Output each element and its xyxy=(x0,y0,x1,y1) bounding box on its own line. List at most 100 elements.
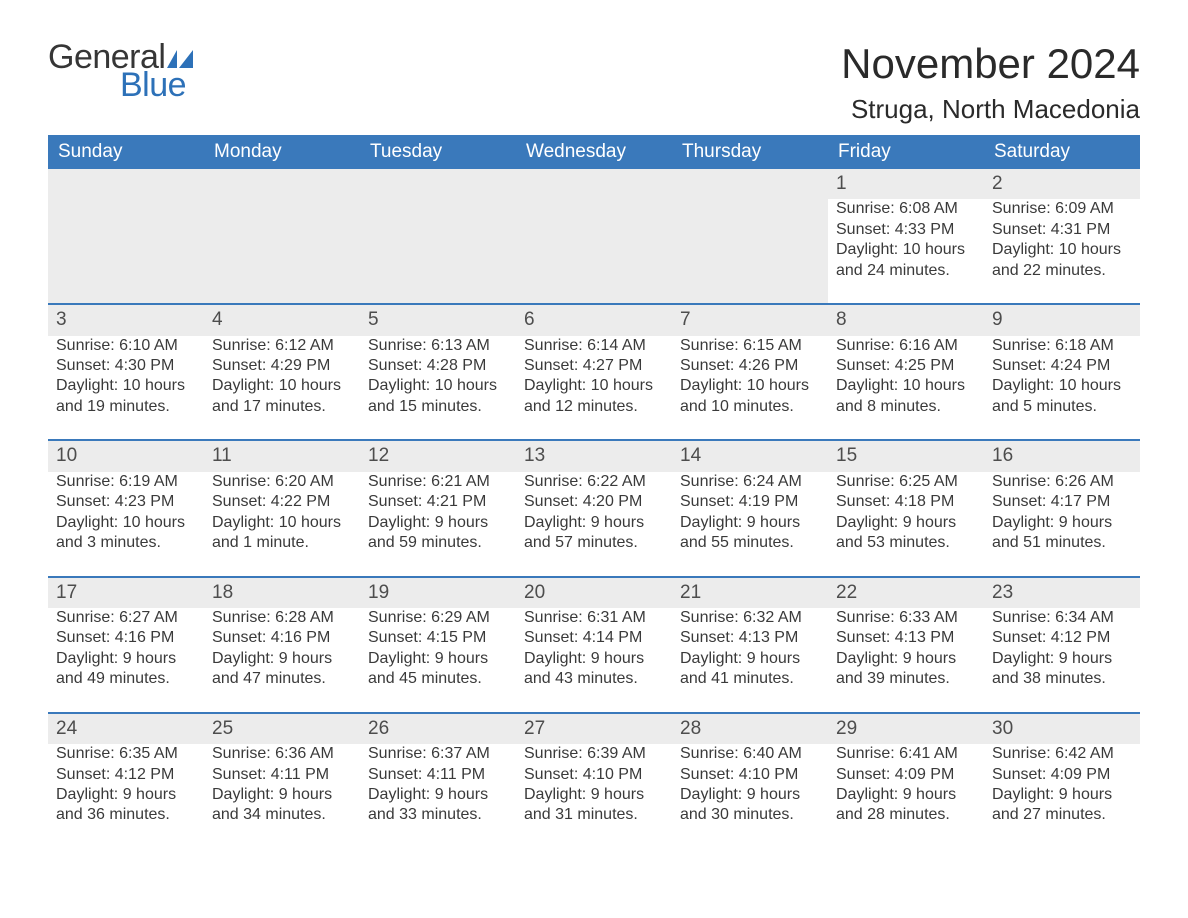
daylight-text-2: and 59 minutes. xyxy=(368,533,508,553)
sunset-text: Sunset: 4:12 PM xyxy=(992,628,1132,648)
daylight-text-2: and 17 minutes. xyxy=(212,397,352,417)
daylight-text-1: Daylight: 9 hours xyxy=(836,649,976,669)
sail-icon xyxy=(167,50,177,68)
day-number-row: 12 xyxy=(48,169,1140,199)
day-cell: Sunrise: 6:24 AMSunset: 4:19 PMDaylight:… xyxy=(672,472,828,577)
weekday-header: Sunday xyxy=(48,135,204,169)
day-number: 13 xyxy=(516,440,672,471)
daylight-text-1: Daylight: 9 hours xyxy=(212,785,352,805)
day-cell: Sunrise: 6:41 AMSunset: 4:09 PMDaylight:… xyxy=(828,744,984,848)
empty-cell xyxy=(360,199,516,304)
day-number: 2 xyxy=(984,169,1140,199)
day-number: 21 xyxy=(672,577,828,608)
sunrise-text: Sunrise: 6:24 AM xyxy=(680,472,820,492)
daylight-text-2: and 49 minutes. xyxy=(56,669,196,689)
sunset-text: Sunset: 4:21 PM xyxy=(368,492,508,512)
sunset-text: Sunset: 4:23 PM xyxy=(56,492,196,512)
title-block: November 2024 Struga, North Macedonia xyxy=(841,40,1140,125)
daylight-text-1: Daylight: 9 hours xyxy=(680,649,820,669)
daylight-text-2: and 3 minutes. xyxy=(56,533,196,553)
day-number: 25 xyxy=(204,713,360,744)
daylight-text-2: and 24 minutes. xyxy=(836,261,976,281)
daylight-text-1: Daylight: 9 hours xyxy=(992,785,1132,805)
daylight-text-1: Daylight: 9 hours xyxy=(524,513,664,533)
day-cell: Sunrise: 6:16 AMSunset: 4:25 PMDaylight:… xyxy=(828,336,984,441)
day-body-row: Sunrise: 6:35 AMSunset: 4:12 PMDaylight:… xyxy=(48,744,1140,848)
sunset-text: Sunset: 4:09 PM xyxy=(836,765,976,785)
daylight-text-1: Daylight: 10 hours xyxy=(836,240,976,260)
day-number: 20 xyxy=(516,577,672,608)
daylight-text-1: Daylight: 10 hours xyxy=(680,376,820,396)
daylight-text-2: and 19 minutes. xyxy=(56,397,196,417)
daylight-text-1: Daylight: 9 hours xyxy=(56,649,196,669)
day-cell: Sunrise: 6:34 AMSunset: 4:12 PMDaylight:… xyxy=(984,608,1140,713)
daylight-text-1: Daylight: 9 hours xyxy=(992,649,1132,669)
daylight-text-2: and 39 minutes. xyxy=(836,669,976,689)
day-number: 16 xyxy=(984,440,1140,471)
day-number-row: 24252627282930 xyxy=(48,713,1140,744)
sunset-text: Sunset: 4:11 PM xyxy=(368,765,508,785)
sunset-text: Sunset: 4:19 PM xyxy=(680,492,820,512)
day-number: 24 xyxy=(48,713,204,744)
daylight-text-2: and 36 minutes. xyxy=(56,805,196,825)
daylight-text-2: and 30 minutes. xyxy=(680,805,820,825)
sunrise-text: Sunrise: 6:40 AM xyxy=(680,744,820,764)
daylight-text-2: and 53 minutes. xyxy=(836,533,976,553)
brand-logo: General Blue xyxy=(48,40,186,102)
day-number: 8 xyxy=(828,304,984,335)
daylight-text-2: and 5 minutes. xyxy=(992,397,1132,417)
sunrise-text: Sunrise: 6:15 AM xyxy=(680,336,820,356)
day-number-row: 3456789 xyxy=(48,304,1140,335)
sunset-text: Sunset: 4:13 PM xyxy=(836,628,976,648)
header: General Blue November 2024 Struga, North… xyxy=(48,40,1140,125)
empty-cell xyxy=(516,169,672,199)
sunrise-text: Sunrise: 6:13 AM xyxy=(368,336,508,356)
day-cell: Sunrise: 6:28 AMSunset: 4:16 PMDaylight:… xyxy=(204,608,360,713)
weekday-header: Tuesday xyxy=(360,135,516,169)
daylight-text-2: and 8 minutes. xyxy=(836,397,976,417)
day-number: 14 xyxy=(672,440,828,471)
sunrise-text: Sunrise: 6:10 AM xyxy=(56,336,196,356)
sunset-text: Sunset: 4:16 PM xyxy=(56,628,196,648)
empty-cell xyxy=(204,169,360,199)
daylight-text-1: Daylight: 9 hours xyxy=(368,785,508,805)
sunrise-text: Sunrise: 6:21 AM xyxy=(368,472,508,492)
daylight-text-1: Daylight: 10 hours xyxy=(368,376,508,396)
sunrise-text: Sunrise: 6:32 AM xyxy=(680,608,820,628)
sunset-text: Sunset: 4:13 PM xyxy=(680,628,820,648)
daylight-text-1: Daylight: 10 hours xyxy=(992,240,1132,260)
sunrise-text: Sunrise: 6:31 AM xyxy=(524,608,664,628)
day-cell: Sunrise: 6:36 AMSunset: 4:11 PMDaylight:… xyxy=(204,744,360,848)
daylight-text-1: Daylight: 10 hours xyxy=(524,376,664,396)
day-cell: Sunrise: 6:08 AMSunset: 4:33 PMDaylight:… xyxy=(828,199,984,304)
daylight-text-1: Daylight: 9 hours xyxy=(524,649,664,669)
sunrise-text: Sunrise: 6:16 AM xyxy=(836,336,976,356)
sunrise-text: Sunrise: 6:42 AM xyxy=(992,744,1132,764)
sunrise-text: Sunrise: 6:29 AM xyxy=(368,608,508,628)
sunset-text: Sunset: 4:31 PM xyxy=(992,220,1132,240)
day-cell: Sunrise: 6:15 AMSunset: 4:26 PMDaylight:… xyxy=(672,336,828,441)
day-number: 17 xyxy=(48,577,204,608)
day-cell: Sunrise: 6:21 AMSunset: 4:21 PMDaylight:… xyxy=(360,472,516,577)
daylight-text-2: and 22 minutes. xyxy=(992,261,1132,281)
empty-cell xyxy=(360,169,516,199)
sunrise-text: Sunrise: 6:26 AM xyxy=(992,472,1132,492)
daylight-text-1: Daylight: 10 hours xyxy=(212,513,352,533)
sunrise-text: Sunrise: 6:36 AM xyxy=(212,744,352,764)
daylight-text-1: Daylight: 9 hours xyxy=(368,513,508,533)
sunrise-text: Sunrise: 6:22 AM xyxy=(524,472,664,492)
sunrise-text: Sunrise: 6:18 AM xyxy=(992,336,1132,356)
day-number: 22 xyxy=(828,577,984,608)
daylight-text-1: Daylight: 9 hours xyxy=(836,513,976,533)
weekday-header-row: SundayMondayTuesdayWednesdayThursdayFrid… xyxy=(48,135,1140,169)
daylight-text-2: and 27 minutes. xyxy=(992,805,1132,825)
daylight-text-1: Daylight: 10 hours xyxy=(212,376,352,396)
daylight-text-2: and 1 minute. xyxy=(212,533,352,553)
sunrise-text: Sunrise: 6:34 AM xyxy=(992,608,1132,628)
day-number: 10 xyxy=(48,440,204,471)
sunset-text: Sunset: 4:12 PM xyxy=(56,765,196,785)
day-number: 11 xyxy=(204,440,360,471)
day-number: 30 xyxy=(984,713,1140,744)
day-number: 4 xyxy=(204,304,360,335)
daylight-text-2: and 38 minutes. xyxy=(992,669,1132,689)
